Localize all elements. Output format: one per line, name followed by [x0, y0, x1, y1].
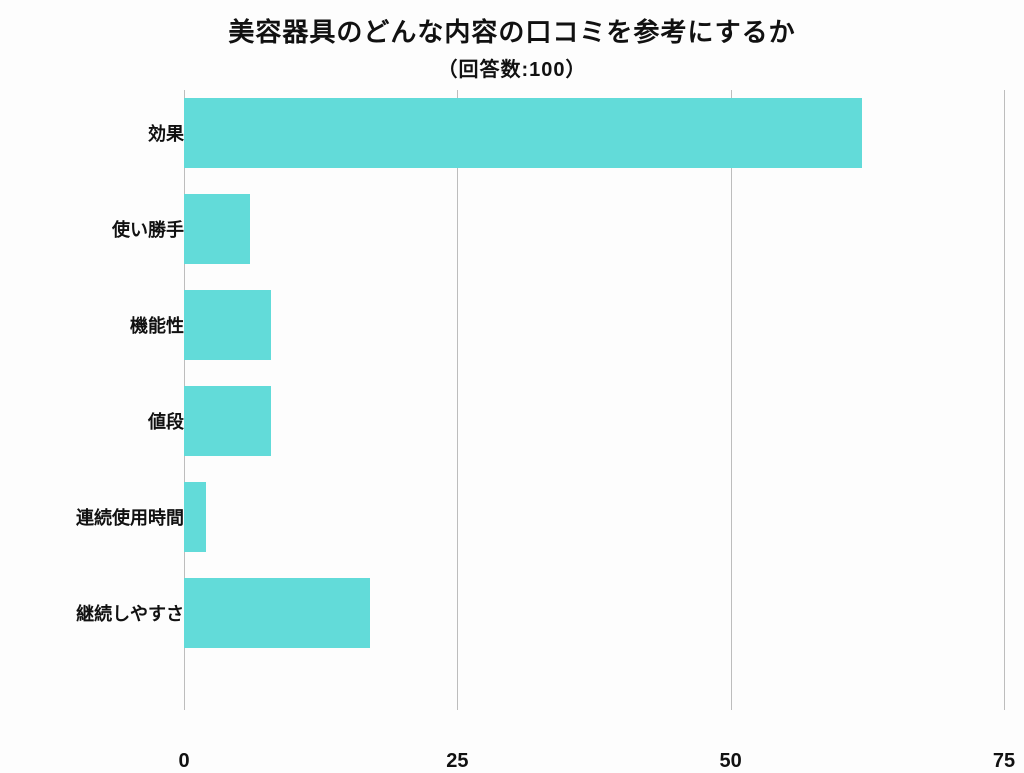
bar: [184, 386, 271, 456]
y-tick-label: 効果: [24, 120, 184, 146]
y-tick-label: 継続しやすさ: [24, 600, 184, 626]
bar: [184, 578, 370, 648]
plot-area: 効果使い勝手機能性値段連続使用時間継続しやすさ 0255075: [24, 90, 1004, 770]
x-tick-label: 25: [446, 750, 468, 773]
bar: [184, 98, 862, 168]
x-tick-label: 0: [178, 750, 189, 773]
chart-title: 美容器具のどんな内容の口コミを参考にするか: [24, 12, 1000, 49]
grid-line: [1004, 90, 1005, 710]
y-axis-labels: 効果使い勝手機能性値段連続使用時間継続しやすさ: [24, 90, 184, 710]
y-tick-label: 連続使用時間: [24, 504, 184, 530]
bars-group: [184, 90, 1004, 710]
y-tick-label: 値段: [24, 408, 184, 434]
chart-subtitle: （回答数:100）: [24, 53, 1000, 82]
x-tick-label: 75: [993, 750, 1015, 773]
bar: [184, 194, 250, 264]
y-tick-label: 機能性: [24, 312, 184, 338]
x-tick-label: 50: [720, 750, 742, 773]
y-tick-label: 使い勝手: [24, 216, 184, 242]
bar: [184, 290, 271, 360]
chart-container: 美容器具のどんな内容の口コミを参考にするか （回答数:100） 効果使い勝手機能…: [0, 0, 1024, 768]
bar: [184, 482, 206, 552]
